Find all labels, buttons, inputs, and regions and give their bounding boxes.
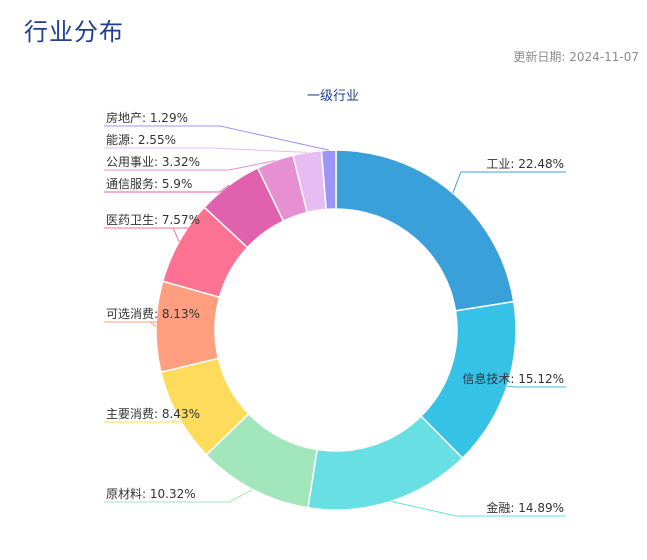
label-slice-5: 主要消费: 8.43% bbox=[106, 407, 200, 421]
leader-slice-7 bbox=[104, 227, 209, 242]
leader-slice-9 bbox=[104, 160, 276, 171]
label-slice-4: 原材料: 10.32% bbox=[106, 487, 196, 501]
label-slice-7: 医药卫生: 7.57% bbox=[106, 213, 200, 227]
leader-slice-3 bbox=[391, 500, 566, 517]
label-slice-6: 可选消费: 8.13% bbox=[106, 307, 200, 321]
update-date: 更新日期: 2024-11-07 bbox=[513, 50, 639, 64]
donut-slice-11[interactable] bbox=[320, 149, 337, 211]
leader-slice-6 bbox=[104, 321, 209, 327]
chart-title: 一级行业 bbox=[307, 89, 359, 104]
leader-slice-2 bbox=[506, 385, 566, 388]
leader-slice-11 bbox=[104, 125, 329, 151]
leader-slice-1 bbox=[452, 171, 566, 194]
donut-slice-1[interactable] bbox=[335, 149, 515, 312]
leader-slice-8 bbox=[104, 184, 230, 193]
page-title: 行业分布 bbox=[24, 18, 124, 46]
leader-slice-4 bbox=[104, 489, 254, 503]
leader-slice-10 bbox=[104, 147, 308, 153]
label-slice-8: 通信服务: 5.9% bbox=[106, 176, 192, 191]
label-slice-3: 金融: 14.89% bbox=[486, 500, 564, 515]
label-slice-2: 信息技术: 15.12% bbox=[462, 371, 564, 386]
label-slice-11: 房地产: 1.29% bbox=[106, 110, 188, 125]
label-slice-10: 能源: 2.55% bbox=[106, 133, 176, 147]
label-slice-9: 公用事业: 3.32% bbox=[106, 155, 200, 169]
label-slice-1: 工业: 22.48% bbox=[486, 157, 564, 171]
leader-slice-5 bbox=[104, 416, 209, 423]
